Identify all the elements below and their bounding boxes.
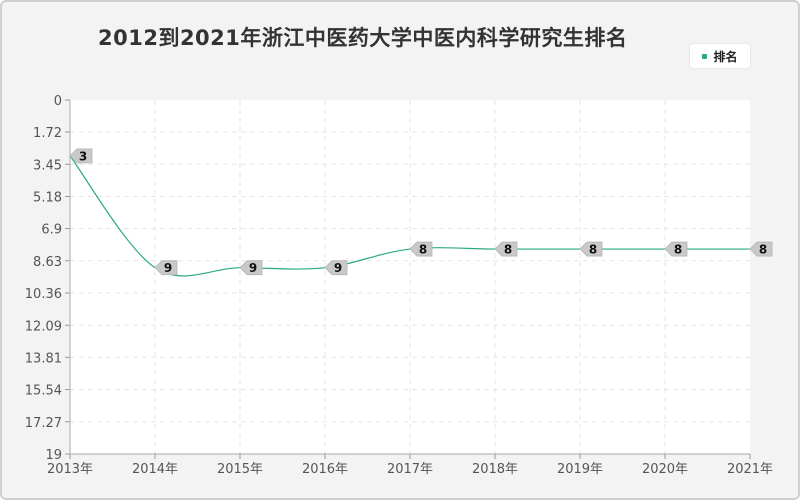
y-tick-label: 19 (45, 448, 62, 463)
data-marker (494, 241, 518, 257)
y-tick-label: 3.45 (33, 158, 62, 173)
y-tick-label: 15.54 (25, 384, 62, 399)
y-tick-label: 0 (54, 94, 62, 109)
data-label: 3 (79, 149, 87, 163)
data-point: 8 (579, 241, 603, 257)
data-marker (324, 260, 348, 276)
chart-title: 2012到2021年浙江中医药大学中医内科学研究生排名 (98, 26, 628, 50)
data-marker (154, 260, 178, 276)
x-tick-label: 2019年 (557, 462, 603, 477)
data-label: 8 (504, 243, 512, 257)
data-point: 8 (664, 241, 688, 257)
axes: 0 1.72 3.45 5.18 6.9 8.63 10.36 12.09 13.81 15.54… (25, 94, 773, 477)
y-tick-label: 13.81 (25, 351, 62, 366)
data-marker (69, 148, 93, 164)
x-tick-label: 2014年 (132, 462, 178, 477)
data-label: 9 (249, 261, 257, 275)
y-tick-label: 12.09 (25, 319, 62, 334)
data-point: 8 (409, 241, 433, 257)
data-label: 8 (419, 243, 427, 257)
data-point: 9 (324, 260, 348, 276)
x-tick-label: 2013年 (47, 462, 93, 477)
x-tick-label: 2017年 (387, 462, 433, 477)
y-tick-label: 6.9 (41, 223, 62, 238)
legend-swatch (702, 53, 708, 59)
grid (70, 100, 750, 454)
x-tick-label: 2020年 (642, 462, 688, 477)
data-marker (579, 241, 603, 257)
x-tick-label: 2021年 (727, 462, 773, 477)
y-tick-label: 1.72 (33, 126, 62, 141)
data-label: 9 (164, 261, 172, 275)
legend-label: 排名 (713, 49, 738, 64)
y-tick-label: 10.36 (25, 287, 62, 302)
data-point: 9 (239, 260, 263, 276)
data-marker (239, 260, 263, 276)
x-tick-label: 2015年 (217, 462, 263, 477)
data-label: 8 (589, 243, 597, 257)
y-tick-label: 5.18 (33, 191, 62, 206)
data-label: 8 (674, 243, 682, 257)
y-tick-label: 8.63 (33, 255, 62, 270)
data-marker (664, 241, 688, 257)
data-label: 9 (334, 261, 342, 275)
legend[interactable]: 排名 (690, 44, 750, 68)
series: 3 9 9 9 8 8 8 8 8 (69, 148, 773, 277)
data-point: 8 (494, 241, 518, 257)
data-point: 9 (154, 260, 178, 276)
data-label: 8 (759, 243, 767, 257)
data-point: 8 (749, 241, 773, 257)
x-tick-label: 2018年 (472, 462, 518, 477)
data-marker (409, 241, 433, 257)
data-point: 3 (69, 148, 93, 164)
x-tick-label: 2016年 (302, 462, 348, 477)
y-tick-label: 17.27 (25, 416, 62, 431)
data-marker (749, 241, 773, 257)
